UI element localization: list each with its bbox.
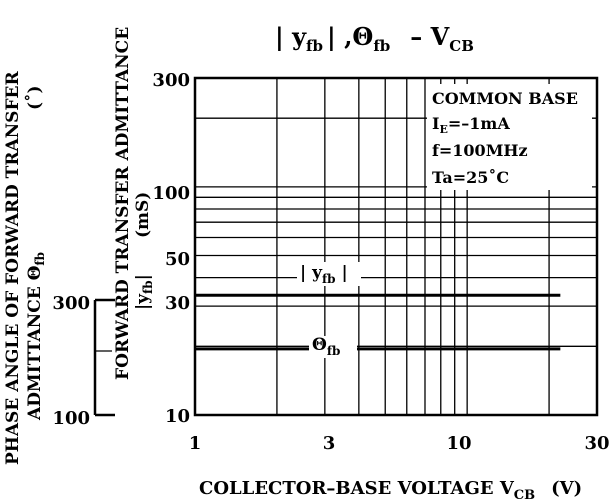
svg-text:ADMITTANCE Θfb: ADMITTANCE Θfb (25, 252, 47, 421)
chart-title: | yfb | ,Θfb – VCB (275, 22, 474, 55)
x-tick-label: 3 (323, 433, 336, 454)
svg-text:FORWARD TRANSFER ADMITTANCE: FORWARD TRANSFER ADMITTANCE (113, 27, 133, 380)
svg-text:|yfb|: |yfb| (133, 274, 155, 310)
theta-label-bg (309, 336, 357, 358)
y-tick-label: 50 (165, 249, 190, 270)
svg-text:(mS): (mS) (133, 192, 153, 238)
y-tick-label: 100 (152, 183, 190, 204)
grid (195, 78, 597, 415)
y-axis-label: FORWARD TRANSFER ADMITTANCE |yfb| (mS) (113, 27, 155, 380)
svg-text:(˚): (˚) (24, 85, 45, 110)
phase-axis-label: PHASE ANGLE OF FORWARD TRANSFER ADMITTAN… (3, 71, 47, 465)
series-label-theta: Θfb (312, 335, 340, 358)
series-label-yfb: | yfb | (300, 263, 348, 286)
x-axis-label: COLLECTOR–BASE VOLTAGE VCB (V) (199, 478, 582, 503)
plot-frame (193, 76, 599, 417)
conditions-box-bg (427, 84, 592, 190)
x-tick-label: 1 (189, 433, 202, 454)
condition-temperature: Ta=25˚C (432, 167, 509, 187)
y-tick-label: 10 (165, 406, 190, 427)
phase-tick-label: 300 (52, 293, 90, 314)
series-layer (195, 293, 561, 351)
x-tick-label: 30 (584, 433, 609, 454)
y-tick-label: 300 (152, 70, 190, 91)
condition-ie: IE=–1mA (432, 114, 510, 136)
phase-tick-label: 100 (52, 408, 90, 429)
yfb-label-bg (297, 262, 361, 286)
phase-axis-bracket (93, 298, 115, 417)
y-tick-label: 30 (165, 293, 190, 314)
x-tick-label: 10 (446, 433, 471, 454)
condition-frequency: f=100MHz (432, 141, 528, 160)
condition-common-base: COMMON BASE (432, 89, 578, 108)
svg-text:PHASE ANGLE OF FORWARD TRANSFE: PHASE ANGLE OF FORWARD TRANSFER (3, 71, 23, 465)
